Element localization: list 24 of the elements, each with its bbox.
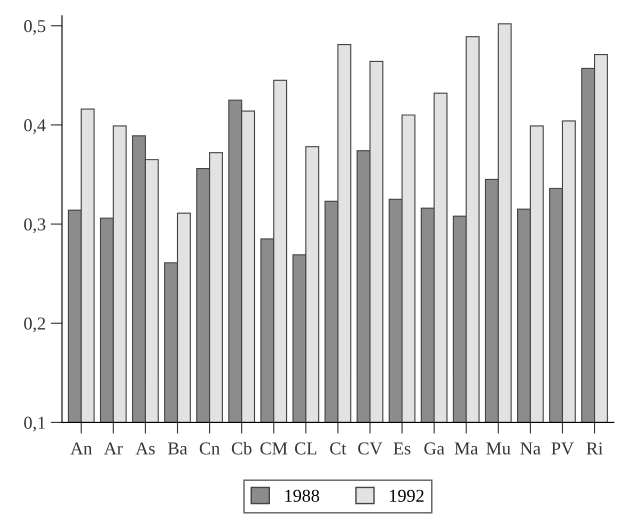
x-tick-label: Ga: [424, 442, 444, 455]
x-tick-label: Ba: [168, 442, 188, 455]
y-tick-label: 0,4: [24, 119, 46, 134]
x-tick-label: CV: [358, 442, 382, 455]
x-tick-label: An: [70, 442, 92, 454]
x-tick-label: Ma: [454, 442, 478, 455]
x-tick-label: Ct: [330, 442, 346, 455]
x-tick-label: Cb: [232, 442, 252, 455]
x-tick-label: As: [136, 442, 155, 455]
x-tick-label: Na: [520, 442, 541, 455]
y-tick-label: 0,2: [24, 317, 46, 332]
y-tick-label: 0,5: [24, 20, 46, 35]
x-tick-label: Cn: [200, 442, 220, 455]
x-tick-label: Es: [394, 442, 410, 455]
x-tick-label: Ar: [104, 442, 123, 454]
x-tick-label: CL: [295, 442, 316, 455]
y-tick-label: 0,3: [24, 218, 46, 234]
x-tick-label: PV: [551, 442, 574, 455]
y-tick-label: 0,1: [24, 416, 45, 432]
legend-label: 1992: [390, 490, 424, 502]
legend-label: 1988: [285, 490, 320, 502]
x-tick-label: Mu: [486, 442, 511, 455]
x-tick-label: Ri: [586, 442, 603, 454]
x-tick-label: CM: [260, 442, 288, 455]
